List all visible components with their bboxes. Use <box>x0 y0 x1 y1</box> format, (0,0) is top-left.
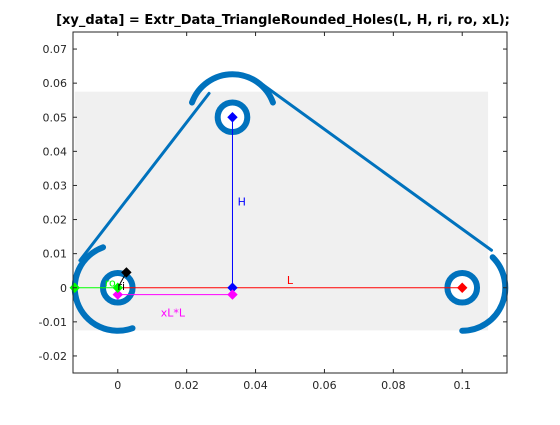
y-tick-label-5: 0.03 <box>43 179 68 192</box>
plot-area: H LxL*L ro ri 0 0.02 0.04 0.06 0.08 0.1 -0.02 -0.01… <box>39 31 509 392</box>
corner-arc-2 <box>459 254 509 334</box>
y-tick-label-9: 0.07 <box>43 43 68 56</box>
x-tick-label-1: 0.02 <box>174 379 199 392</box>
marker-4 <box>227 289 238 300</box>
x-tick-label-0: 0 <box>114 379 121 392</box>
marker-0 <box>227 112 238 123</box>
y-tick-label-7: 0.05 <box>43 111 68 124</box>
annotation-label-0: H <box>238 196 246 209</box>
annotation-label-4: ri <box>117 280 125 293</box>
annotation-label-1: L <box>287 274 294 287</box>
y-tick-label-1: -0.01 <box>39 316 67 329</box>
corner-arc-0 <box>71 244 136 334</box>
chart-title: [xy_data] = Extr_Data_TriangleRounded_Ho… <box>56 13 510 28</box>
y-tick-label-2: 0 <box>60 282 67 295</box>
corner-arc-1 <box>189 71 276 106</box>
annotation-label-2: xL*L <box>161 306 186 319</box>
annotation-label-3: ro <box>105 277 116 290</box>
x-tick-label-2: 0.04 <box>243 379 268 392</box>
marker-3 <box>112 289 123 300</box>
x-tick-label-4: 0.08 <box>381 379 406 392</box>
y-tick-label-0: -0.02 <box>39 350 67 363</box>
marker-2 <box>457 282 468 293</box>
outline-line-0 <box>78 91 211 262</box>
x-tick-label-3: 0.06 <box>312 379 337 392</box>
y-tick-label-4: 0.02 <box>43 214 68 227</box>
y-tick-label-3: 0.01 <box>43 248 68 261</box>
axes-frame <box>72 31 508 374</box>
marker-6 <box>112 282 123 293</box>
y-tick-label-6: 0.04 <box>43 145 68 158</box>
y-tick-label-8: 0.06 <box>43 77 68 90</box>
marker-7 <box>121 267 132 278</box>
x-tick-label-5: 0.1 <box>453 379 471 392</box>
shape-fill <box>74 91 489 331</box>
outline-line-1 <box>259 81 493 252</box>
